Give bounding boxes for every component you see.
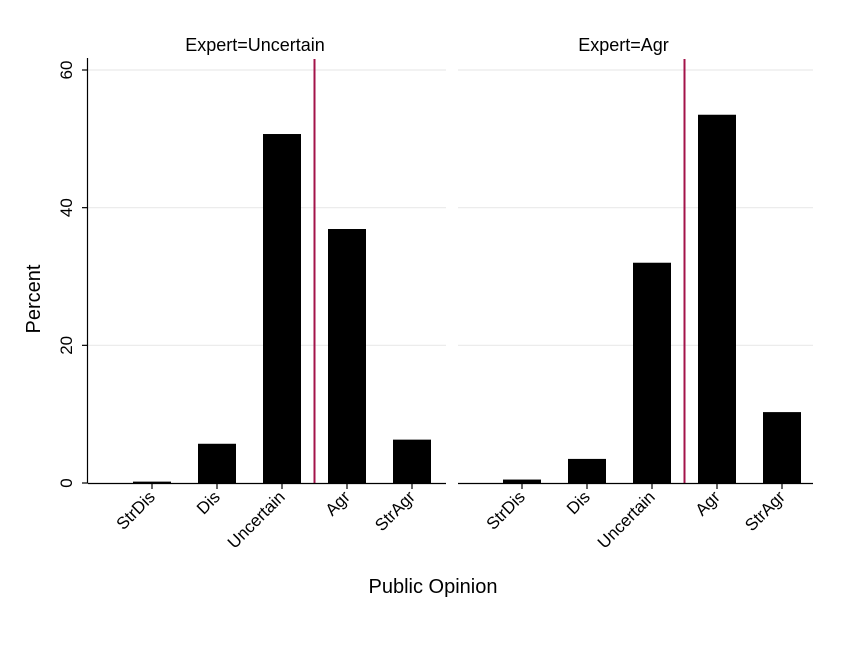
x-tick-label: StrDis xyxy=(483,487,529,533)
y-tick-label: 20 xyxy=(57,336,76,355)
y-tick-label: 0 xyxy=(57,478,76,487)
x-axis-label: Public Opinion xyxy=(369,576,498,598)
panel-1: Expert=Uncertain StrDis Dis Uncertain Agr Str… xyxy=(57,35,446,552)
y-tick-label: 60 xyxy=(57,61,76,80)
bar-strdis xyxy=(133,481,171,483)
panel-title: Expert=Agr xyxy=(578,35,669,55)
x-tick-label: Agr xyxy=(692,487,724,519)
x-tick-label: Uncertain xyxy=(594,487,659,552)
x-tick-label: Dis xyxy=(193,487,224,518)
bar-strdis xyxy=(503,479,541,483)
x-tick-label: Dis xyxy=(563,487,594,518)
bar-agr xyxy=(698,114,736,483)
y-tick-label: 40 xyxy=(57,198,76,217)
x-tick-label: Agr xyxy=(322,487,354,519)
x-tick-label: StrAgr xyxy=(371,487,419,535)
bar-dis xyxy=(198,443,236,483)
panel-2: Expert=Agr StrDis Dis Uncertain Agr StrAgr xyxy=(458,35,813,552)
bar-uncertain xyxy=(633,262,671,483)
x-tick-label: StrAgr xyxy=(741,487,789,535)
bar-stragr xyxy=(763,412,801,483)
bar-dis xyxy=(568,458,606,483)
x-tick-label: StrDis xyxy=(113,487,159,533)
x-tick-label: Uncertain xyxy=(224,487,289,552)
y-axis-label: Percent xyxy=(23,264,45,333)
panel-title: Expert=Uncertain xyxy=(185,35,325,55)
bar-uncertain xyxy=(263,134,301,483)
bar-stragr xyxy=(393,439,431,483)
bar-agr xyxy=(328,229,366,483)
